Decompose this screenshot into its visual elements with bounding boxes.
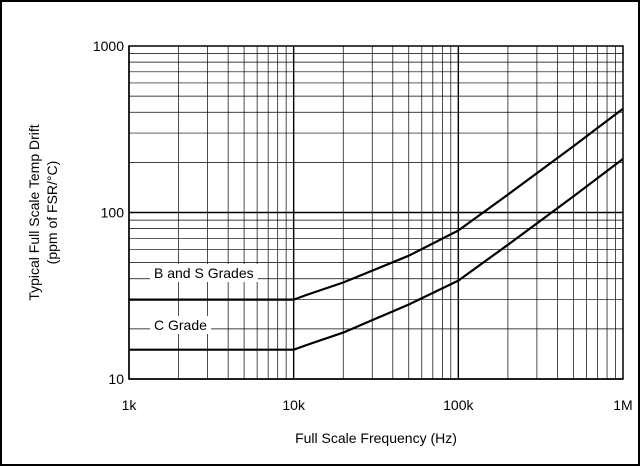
x-axis-label: Full Scale Frequency (Hz) xyxy=(295,430,457,446)
y-tick-label: 1000 xyxy=(93,38,124,54)
x-tick-label: 100k xyxy=(443,397,474,413)
y-tick-label: 10 xyxy=(108,371,124,387)
x-tick-label: 10k xyxy=(282,397,306,413)
series-label-c-background xyxy=(150,316,212,334)
x-tick-label: 1M xyxy=(613,397,632,413)
y-axis-label-line2: (ppm of FSR/°C) xyxy=(44,161,60,265)
series-line-b-and-s-grades xyxy=(129,107,624,301)
series-label-c-grade: C Grade xyxy=(154,317,207,333)
series-line-c-grade xyxy=(129,158,624,351)
tick-labels: 1k 10k 100k 1M 10 100 1000 xyxy=(93,38,633,413)
series-label-b-and-s-grades: B and S Grades xyxy=(154,265,254,281)
x-tick-label: 1k xyxy=(122,397,138,413)
y-axis-label-line1: Typical Full Scale Temp Drift xyxy=(26,124,42,300)
y-tick-label: 100 xyxy=(101,205,125,221)
series-group xyxy=(129,107,624,351)
plot-area-border xyxy=(128,45,624,380)
series-label-b-background xyxy=(150,264,258,282)
